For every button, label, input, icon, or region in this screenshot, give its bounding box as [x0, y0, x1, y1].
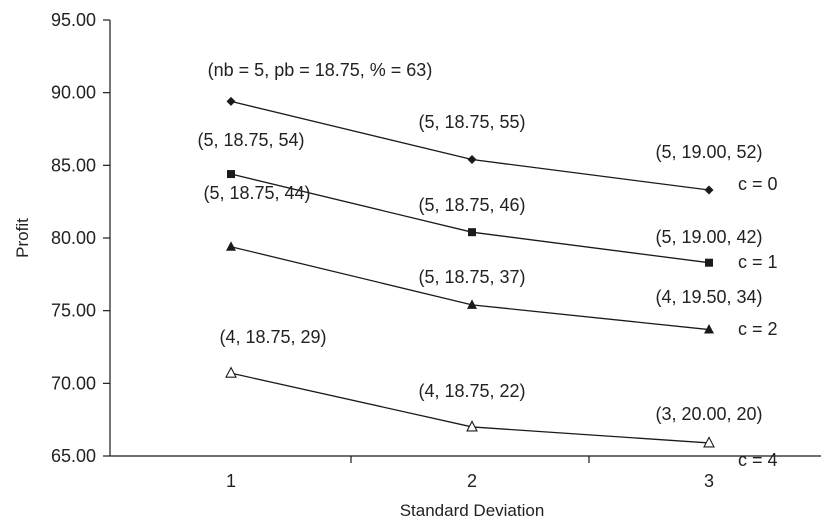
- x-axis-title: Standard Deviation: [400, 501, 545, 520]
- series-c2: (5, 18.75, 44) (5, 18.75, 37) (4, 19.50, 3…: [203, 183, 777, 339]
- y-ticks: 65.00 70.00 75.00 80.00 85.00 90.00 95.00: [51, 10, 110, 466]
- y-tick-label: 85.00: [51, 155, 96, 175]
- data-label: (5, 19.00, 42): [655, 227, 762, 247]
- y-tick-label: 80.00: [51, 228, 96, 248]
- data-label: (5, 18.75, 54): [197, 130, 304, 150]
- data-label: (5, 18.75, 44): [203, 183, 310, 203]
- data-label: (4, 18.75, 22): [418, 381, 525, 401]
- data-point-triangle-open: [466, 420, 478, 432]
- y-tick-label: 75.00: [51, 301, 96, 321]
- series-c0: (nb = 5, pb = 18.75, % = 63) (5, 18.75, 5…: [208, 60, 778, 195]
- x-tick-label: 1: [226, 471, 236, 491]
- series-line: [230, 246, 710, 331]
- data-point-triangle: [704, 324, 714, 334]
- x-tick-label: 2: [467, 471, 477, 491]
- series-label: c = 1: [738, 252, 778, 272]
- data-label: (5, 18.75, 55): [418, 112, 525, 132]
- series-label: c = 4: [738, 450, 778, 470]
- data-label: (5, 18.75, 46): [418, 195, 525, 215]
- data-label: (3, 20.00, 20): [655, 404, 762, 424]
- data-label: (5, 19.00, 52): [655, 142, 762, 162]
- y-axis-title: Profit: [13, 218, 32, 258]
- data-point-diamond: [467, 155, 477, 165]
- y-tick-label: 90.00: [51, 83, 96, 103]
- data-label: (4, 19.50, 34): [655, 287, 762, 307]
- series-label: c = 2: [738, 319, 778, 339]
- data-point-diamond: [704, 185, 714, 195]
- series-label: c = 0: [738, 174, 778, 194]
- x-tick-label: 3: [704, 471, 714, 491]
- y-tick-label: 95.00: [51, 10, 96, 30]
- y-tick-label: 70.00: [51, 373, 96, 393]
- data-label: (5, 18.75, 37): [418, 267, 525, 287]
- series-c1: (5, 18.75, 54) (5, 18.75, 46) (5, 19.00, 4…: [197, 130, 777, 272]
- data-point-square: [468, 228, 476, 237]
- data-point-triangle-open: [225, 366, 237, 378]
- x-ticks: 1 2 3: [226, 456, 714, 491]
- data-point-square: [227, 170, 235, 179]
- data-point-triangle: [467, 299, 477, 309]
- data-point-diamond: [226, 96, 236, 106]
- y-tick-label: 65.00: [51, 446, 96, 466]
- data-point-square: [705, 258, 713, 267]
- series-c4: (4, 18.75, 29) (4, 18.75, 22) (3, 20.00, 2…: [219, 327, 777, 470]
- data-label: (4, 18.75, 29): [219, 327, 326, 347]
- series-layer: (nb = 5, pb = 18.75, % = 63) (5, 18.75, 5…: [197, 60, 777, 470]
- data-point-triangle-open: [703, 436, 715, 448]
- data-label: (nb = 5, pb = 18.75, % = 63): [208, 60, 433, 80]
- data-point-triangle: [226, 241, 236, 251]
